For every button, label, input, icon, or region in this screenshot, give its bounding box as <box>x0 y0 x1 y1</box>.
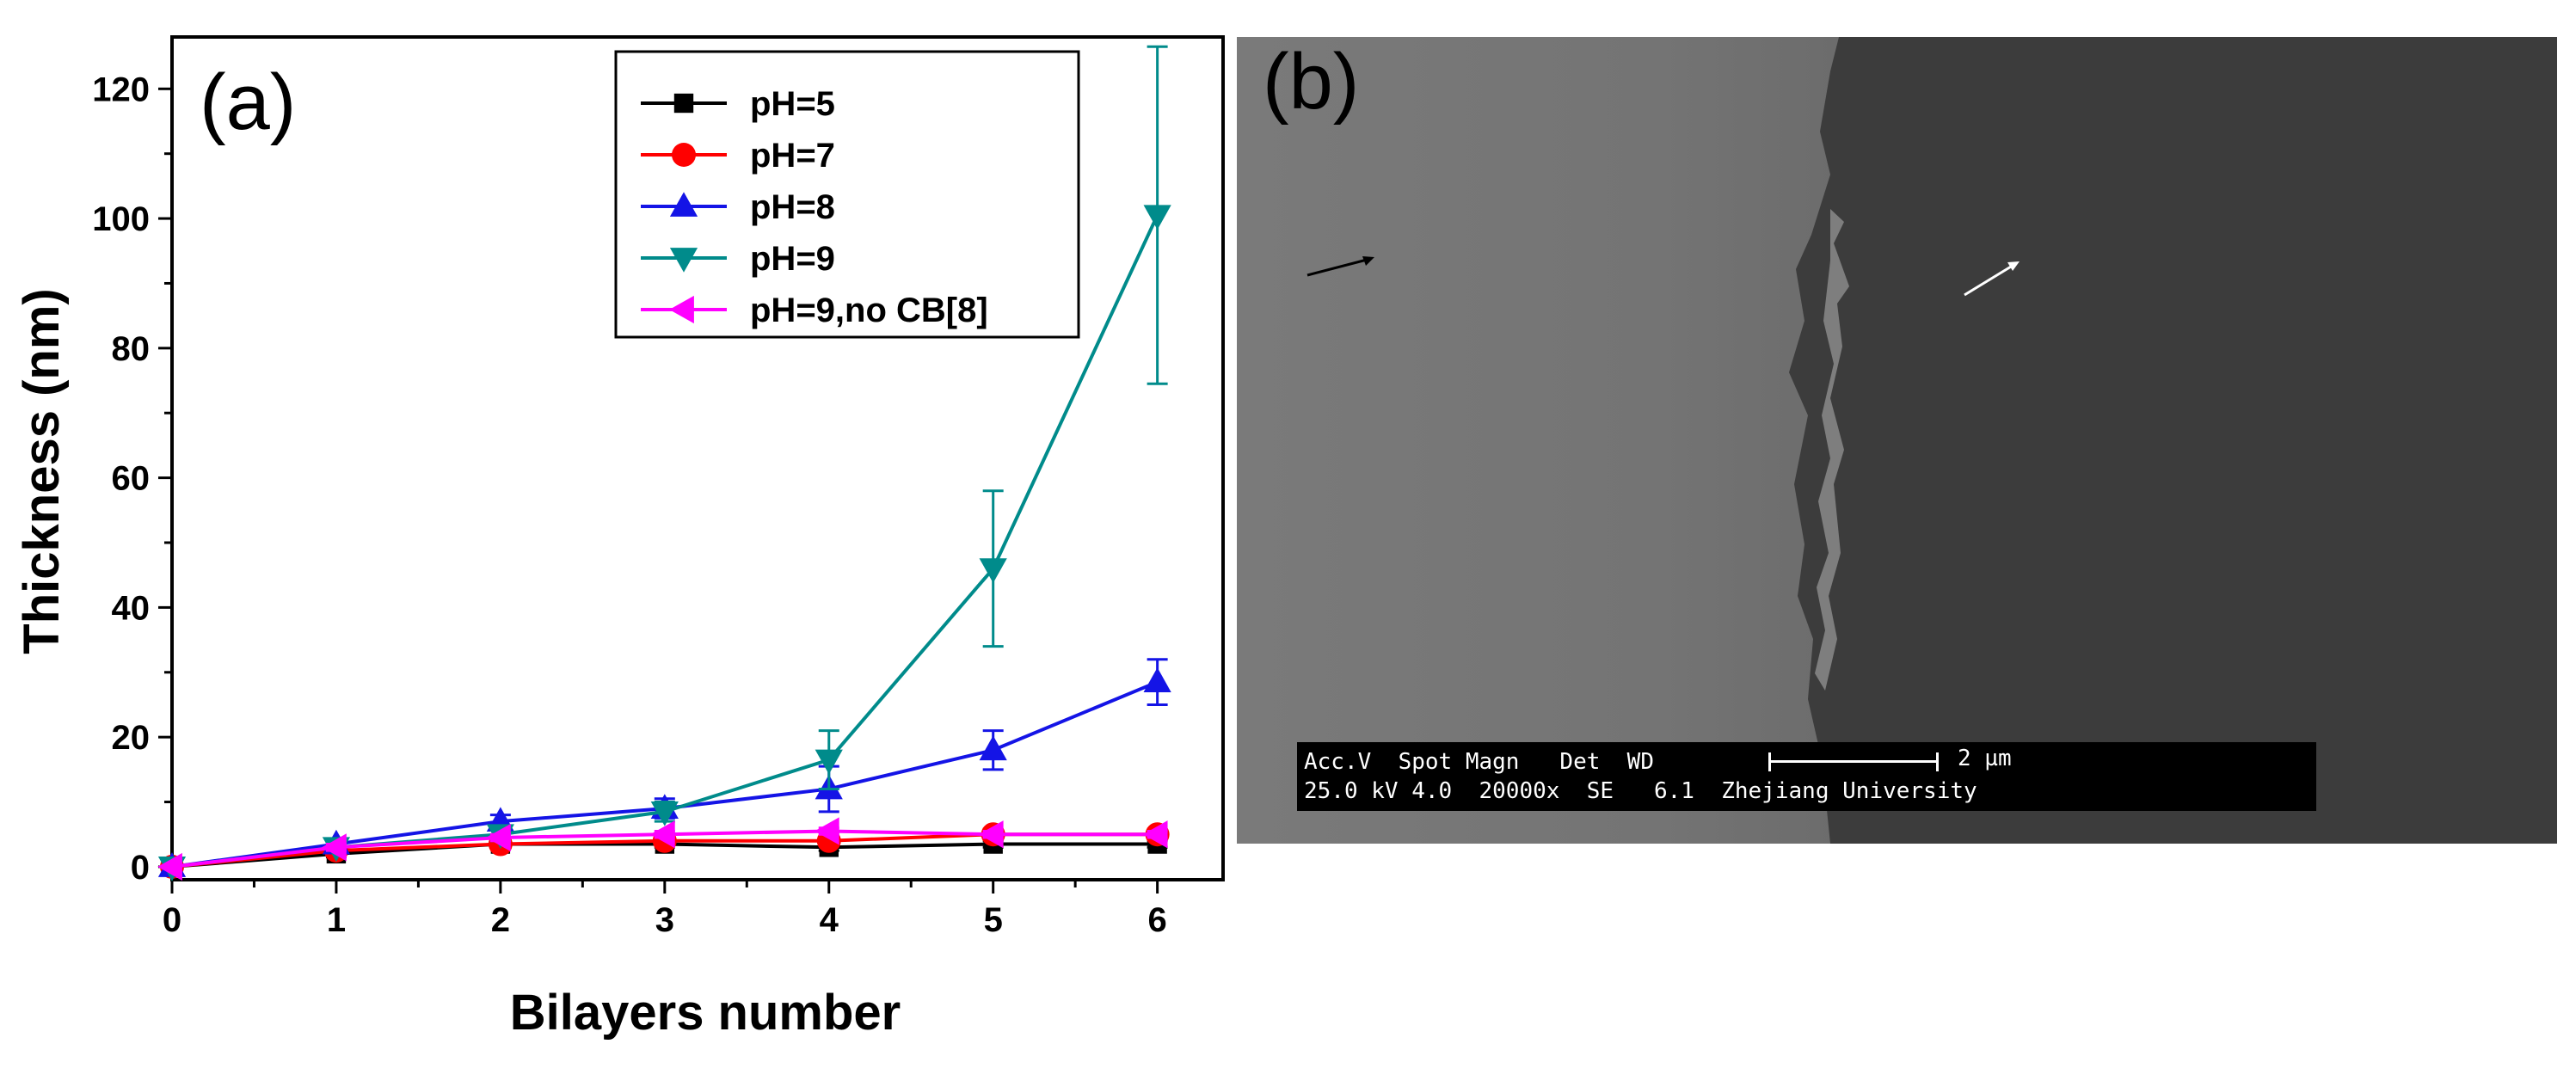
x-axis-title: Bilayers number <box>510 985 901 1041</box>
data-point <box>815 749 843 775</box>
legend-label: pH=9 <box>750 240 835 278</box>
y-axis-title: Thickness (nm) <box>14 288 70 654</box>
legend-marker <box>669 192 698 217</box>
x-tick-label: 5 <box>984 901 1003 939</box>
y-tick-label: 120 <box>92 71 150 108</box>
black-arrow <box>1306 257 1371 277</box>
data-point <box>1143 667 1171 692</box>
legend-label: pH=8 <box>750 188 835 226</box>
data-point <box>650 820 675 849</box>
sem-info-row-1: Acc.V Spot Magn Det WD <box>1304 749 1654 775</box>
sem-info-row-2: 25.0 kV 4.0 20000x SE 6.1 Zhejiang Unive… <box>1304 778 1977 804</box>
data-point <box>486 823 511 852</box>
y-tick-label: 60 <box>112 460 151 498</box>
thickness-chart: 0 1 2 3 4 5 6 0 20 40 60 80 100 120 (a) Bilayers num… <box>14 35 1225 1041</box>
legend-label: pH=5 <box>750 85 835 123</box>
legend-marker <box>673 93 694 114</box>
data-point <box>157 852 182 881</box>
white-arrow <box>1964 262 2016 297</box>
sem-info-bar: Acc.V Spot Magn Det WD 25.0 kV 4.0 20000… <box>1297 742 2316 811</box>
black-arrow-head <box>1362 256 1374 266</box>
data-point <box>1143 205 1171 230</box>
white-arrow-head <box>2007 261 2020 271</box>
x-axis-ticks: 0 1 2 3 4 5 6 <box>163 880 1167 939</box>
data-point <box>814 817 839 845</box>
series-4 <box>157 817 1168 881</box>
legend-marker <box>669 295 694 324</box>
legend-marker <box>672 143 696 167</box>
data-point <box>650 801 679 826</box>
data-point <box>1142 820 1168 849</box>
data-point <box>978 820 1004 849</box>
scale-bar <box>1768 752 1939 771</box>
x-tick-label: 1 <box>327 901 346 939</box>
y-tick-label: 0 <box>131 849 150 887</box>
y-tick-label: 100 <box>92 200 150 238</box>
sem-film-region <box>1306 37 2557 844</box>
y-tick-label: 40 <box>112 589 151 627</box>
panel-label-a: (a) <box>200 58 296 146</box>
y-axis-ticks: 0 20 40 60 80 100 120 <box>92 71 172 887</box>
data-point <box>979 558 1007 583</box>
legend-marker <box>669 248 698 273</box>
x-tick-label: 2 <box>491 901 510 939</box>
series-layer <box>157 45 1171 881</box>
x-tick-label: 4 <box>820 901 839 939</box>
x-tick-label: 6 <box>1148 901 1167 939</box>
x-tick-label: 0 <box>163 901 181 939</box>
sem-substrate-region <box>1237 37 1839 844</box>
film-edge <box>1789 37 2557 844</box>
legend-label: pH=9,no CB[8] <box>750 292 988 329</box>
legend: pH=5 pH=7 pH=8 pH=9 pH=9,no CB[8] <box>614 50 1080 339</box>
sem-micrograph: (b) Acc.V Spot Magn Det WD 25.0 kV 4.0 2… <box>1237 37 2557 844</box>
legend-label: pH=7 <box>750 137 835 175</box>
panel-label-b: (b) <box>1263 38 1360 126</box>
x-tick-label: 3 <box>655 901 674 939</box>
scale-bar-label: 2 µm <box>1958 746 2012 771</box>
y-tick-label: 20 <box>112 719 151 757</box>
y-tick-label: 80 <box>112 330 151 368</box>
data-point <box>979 735 1007 761</box>
plot-frame <box>170 35 1225 881</box>
data-point <box>322 833 347 862</box>
edge-debris <box>1815 209 1849 691</box>
